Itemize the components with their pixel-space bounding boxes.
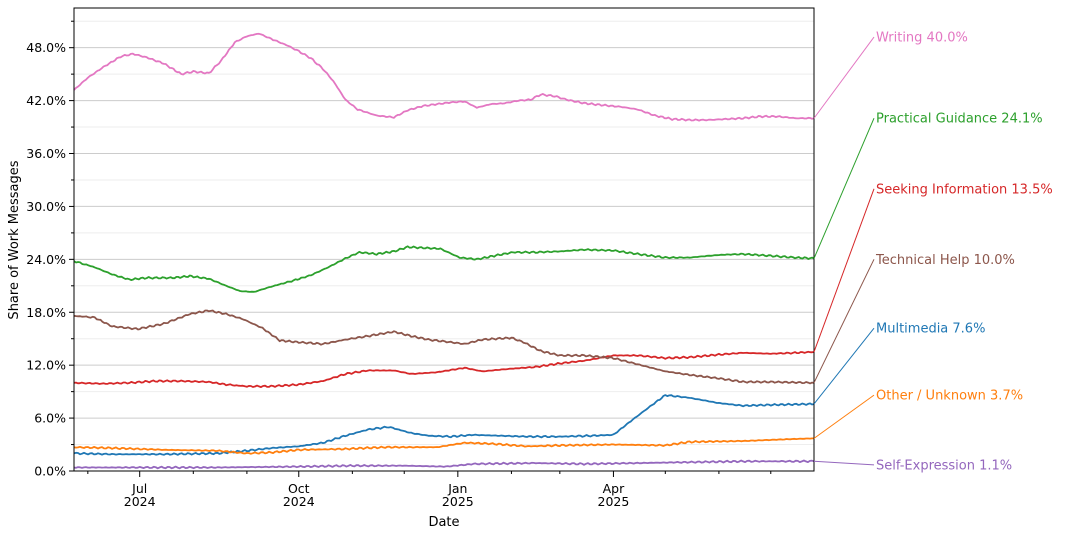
grid-lines — [74, 20, 814, 472]
series-connector — [813, 394, 875, 439]
series-label: Other / Unknown 3.7% — [876, 389, 1023, 404]
x-tick-label-year: 2024 — [124, 494, 156, 509]
series-line — [73, 245, 815, 293]
y-tick-label: 12.0% — [26, 358, 66, 373]
series-line — [73, 309, 815, 385]
y-axis-label: Share of Work Messages — [7, 160, 22, 319]
series-label: Practical Guidance 24.1% — [876, 112, 1043, 127]
series-label: Self-Expression 1.1% — [876, 458, 1012, 473]
series-connector — [813, 118, 875, 259]
x-tick-label: Oct — [288, 481, 310, 496]
series-line — [73, 459, 815, 470]
y-tick-label: 18.0% — [26, 305, 66, 320]
series-line — [73, 437, 814, 455]
series-line — [73, 394, 815, 456]
x-tick-label: Apr — [603, 481, 625, 496]
x-tick-label-year: 2025 — [598, 494, 630, 509]
x-tick-label-year: 2025 — [442, 494, 474, 509]
series-label: Seeking Information 13.5% — [876, 182, 1053, 197]
y-tick-label: 42.0% — [26, 93, 66, 108]
y-tick-label: 36.0% — [26, 146, 66, 161]
y-axis: 0.0% 6.0% 12.0% 18.0% 24.0% 30.0% 36.0% 42.0% 48… — [26, 20, 74, 479]
x-axis-label: Date — [428, 515, 459, 530]
plot-frame — [73, 7, 815, 472]
series-connector — [813, 327, 875, 405]
series-connector — [813, 259, 875, 384]
series-connector — [813, 36, 875, 119]
series-label: Technical Help 10.0% — [875, 253, 1015, 268]
y-tick-label: 24.0% — [26, 252, 66, 267]
y-tick-label: 48.0% — [26, 40, 66, 55]
series-connector — [813, 188, 875, 353]
x-tick-label: Jan — [447, 481, 467, 496]
series-labels: Writing 40.0% Practical Guidance 24.1% See… — [813, 31, 1053, 473]
y-tick-label: 6.0% — [34, 411, 66, 426]
series-connector — [813, 460, 875, 466]
series-line — [73, 350, 815, 389]
series-line — [73, 32, 815, 122]
x-tick-label-year: 2024 — [283, 494, 315, 509]
series-label: Multimedia 7.6% — [876, 322, 985, 337]
y-tick-label: 0.0% — [34, 464, 66, 479]
series-lines — [73, 32, 815, 470]
series-label: Writing 40.0% — [876, 31, 968, 46]
x-tick-label: Jul — [131, 481, 147, 496]
y-tick-label: 30.0% — [26, 199, 66, 214]
